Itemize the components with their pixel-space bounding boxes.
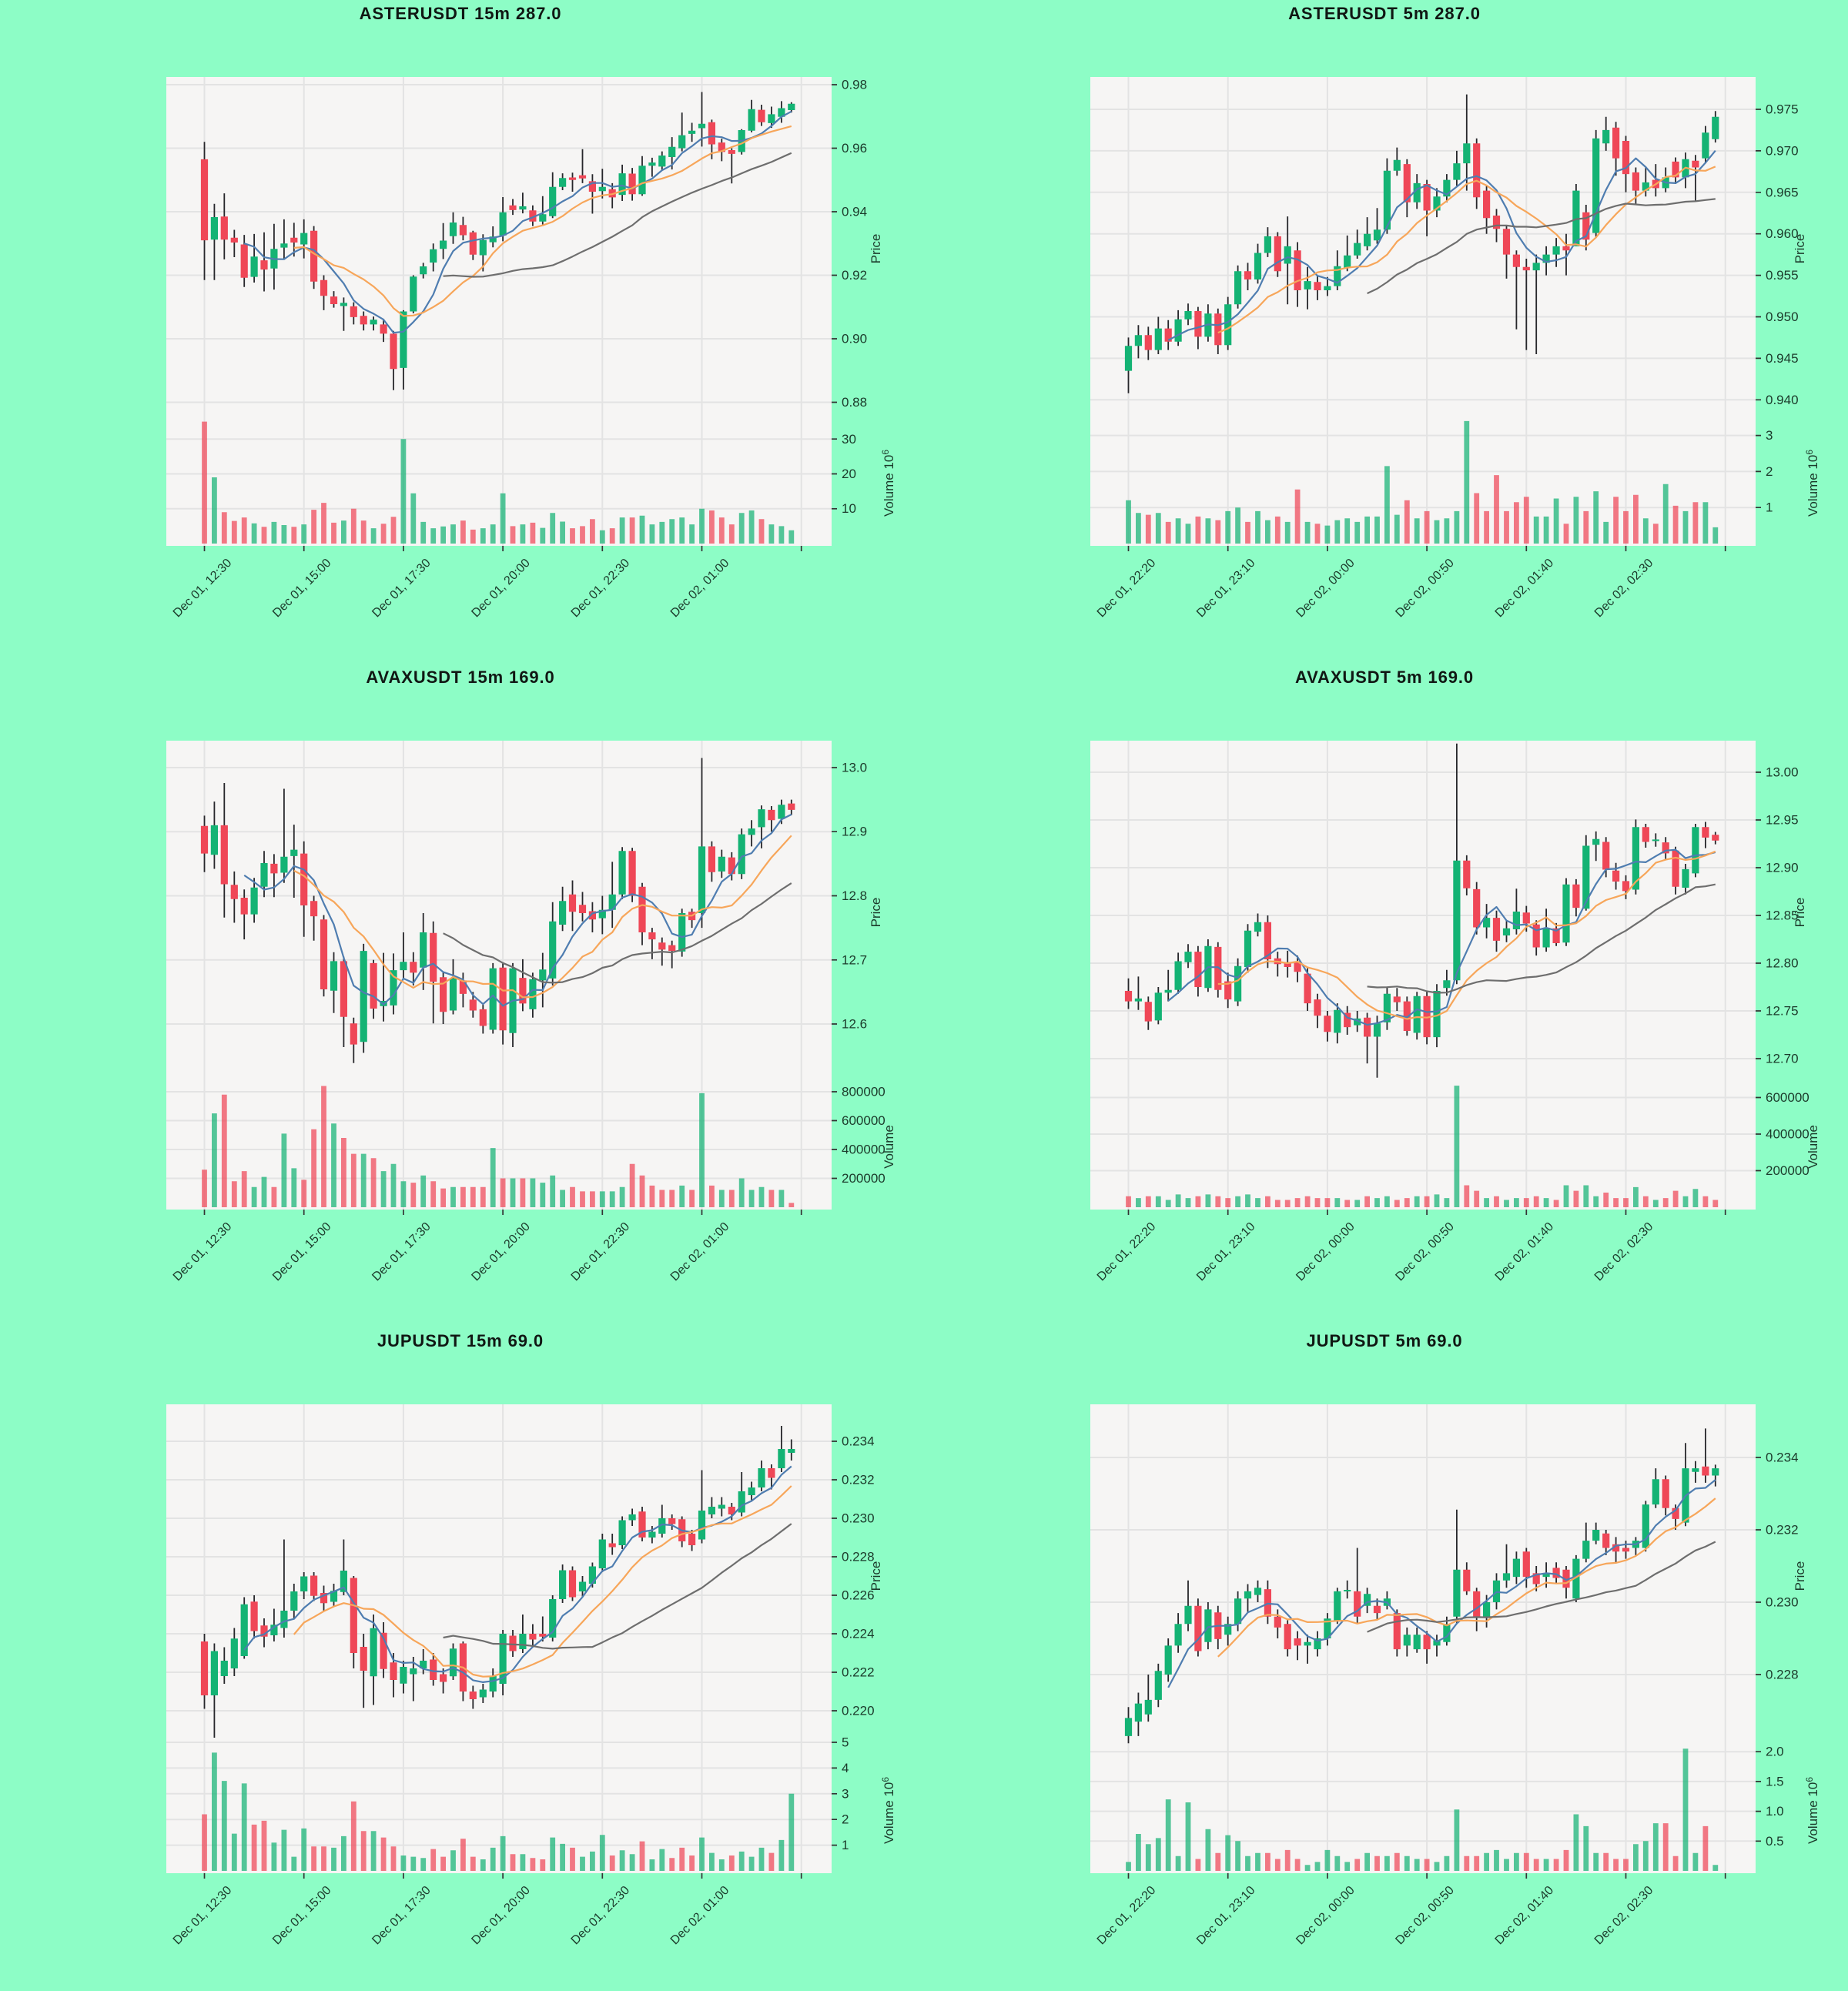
svg-text:Volume 106: Volume 106 [880, 1777, 896, 1844]
svg-text:600000: 600000 [1766, 1090, 1810, 1105]
svg-text:0.226: 0.226 [842, 1588, 875, 1603]
svg-text:200000: 200000 [1766, 1163, 1810, 1178]
svg-text:2.0: 2.0 [1766, 1745, 1784, 1759]
svg-text:13.00: 13.00 [1766, 765, 1799, 780]
svg-text:0.960: 0.960 [1766, 226, 1799, 241]
svg-text:0.945: 0.945 [1766, 351, 1799, 366]
svg-text:0.234: 0.234 [842, 1434, 875, 1449]
svg-text:0.224: 0.224 [842, 1627, 875, 1641]
svg-text:Volume 106: Volume 106 [1804, 1777, 1820, 1844]
svg-text:AVAXUSDT 15m 169.0: AVAXUSDT 15m 169.0 [366, 668, 554, 687]
svg-text:400000: 400000 [1766, 1127, 1810, 1142]
svg-text:800000: 800000 [842, 1085, 886, 1099]
svg-text:0.230: 0.230 [842, 1511, 875, 1526]
svg-text:12.95: 12.95 [1766, 813, 1799, 828]
svg-text:10: 10 [842, 501, 856, 516]
svg-text:JUPUSDT 15m 69.0: JUPUSDT 15m 69.0 [377, 1331, 544, 1350]
svg-text:Volume 106: Volume 106 [1804, 450, 1820, 517]
svg-text:0.230: 0.230 [1766, 1595, 1799, 1610]
svg-text:0.88: 0.88 [842, 395, 867, 410]
svg-text:0.220: 0.220 [842, 1704, 875, 1718]
svg-text:ASTERUSDT 5m 287.0: ASTERUSDT 5m 287.0 [1288, 4, 1481, 23]
svg-text:0.228: 0.228 [1766, 1668, 1799, 1682]
svg-text:0.975: 0.975 [1766, 102, 1799, 117]
svg-text:12.80: 12.80 [1766, 956, 1799, 971]
svg-text:1: 1 [842, 1838, 849, 1852]
svg-text:20: 20 [842, 467, 856, 481]
svg-text:12.7: 12.7 [842, 952, 867, 967]
svg-text:JUPUSDT 5m 69.0: JUPUSDT 5m 69.0 [1306, 1331, 1462, 1350]
svg-text:1.5: 1.5 [1766, 1774, 1784, 1789]
svg-text:0.222: 0.222 [842, 1665, 875, 1680]
svg-text:0.232: 0.232 [842, 1473, 875, 1487]
svg-text:0.950: 0.950 [1766, 310, 1799, 324]
svg-text:12.8: 12.8 [842, 888, 867, 903]
svg-text:Volume 106: Volume 106 [880, 450, 896, 517]
svg-text:12.6: 12.6 [842, 1017, 867, 1032]
svg-text:Price: Price [1793, 898, 1807, 928]
svg-text:12.90: 12.90 [1766, 861, 1799, 875]
svg-text:Volume: Volume [1806, 1125, 1820, 1169]
svg-text:12.70: 12.70 [1766, 1052, 1799, 1066]
svg-text:3: 3 [1766, 428, 1773, 443]
svg-text:0.965: 0.965 [1766, 185, 1799, 199]
svg-text:0.92: 0.92 [842, 268, 867, 283]
svg-text:Price: Price [869, 1561, 883, 1591]
svg-text:0.232: 0.232 [1766, 1523, 1799, 1538]
svg-text:0.94: 0.94 [842, 205, 867, 219]
svg-text:4: 4 [842, 1761, 849, 1775]
svg-text:5: 5 [842, 1735, 849, 1750]
svg-text:0.90: 0.90 [842, 332, 867, 346]
svg-text:3: 3 [842, 1786, 849, 1801]
svg-text:ASTERUSDT 15m 287.0: ASTERUSDT 15m 287.0 [360, 4, 562, 23]
svg-text:0.970: 0.970 [1766, 143, 1799, 158]
svg-text:AVAXUSDT 5m 169.0: AVAXUSDT 5m 169.0 [1295, 668, 1474, 687]
svg-text:2: 2 [1766, 464, 1773, 479]
svg-text:Volume: Volume [882, 1125, 896, 1169]
svg-text:1.0: 1.0 [1766, 1804, 1784, 1819]
svg-text:Price: Price [869, 234, 883, 264]
svg-text:Price: Price [1793, 1561, 1807, 1591]
svg-text:Price: Price [869, 898, 883, 928]
svg-text:200000: 200000 [842, 1171, 886, 1186]
svg-text:30: 30 [842, 432, 856, 447]
svg-text:0.5: 0.5 [1766, 1834, 1784, 1849]
svg-text:12.9: 12.9 [842, 825, 867, 839]
svg-text:400000: 400000 [842, 1143, 886, 1157]
svg-text:0.234: 0.234 [1766, 1451, 1799, 1465]
svg-text:0.96: 0.96 [842, 141, 867, 156]
svg-text:0.955: 0.955 [1766, 268, 1799, 283]
svg-text:Price: Price [1793, 234, 1807, 264]
svg-text:13.0: 13.0 [842, 761, 867, 775]
svg-text:0.98: 0.98 [842, 78, 867, 92]
svg-text:0.228: 0.228 [842, 1550, 875, 1564]
svg-text:12.85: 12.85 [1766, 908, 1799, 923]
svg-text:1: 1 [1766, 500, 1773, 515]
svg-text:600000: 600000 [842, 1113, 886, 1128]
svg-text:12.75: 12.75 [1766, 1004, 1799, 1019]
svg-text:0.940: 0.940 [1766, 393, 1799, 407]
svg-text:2: 2 [842, 1812, 849, 1827]
